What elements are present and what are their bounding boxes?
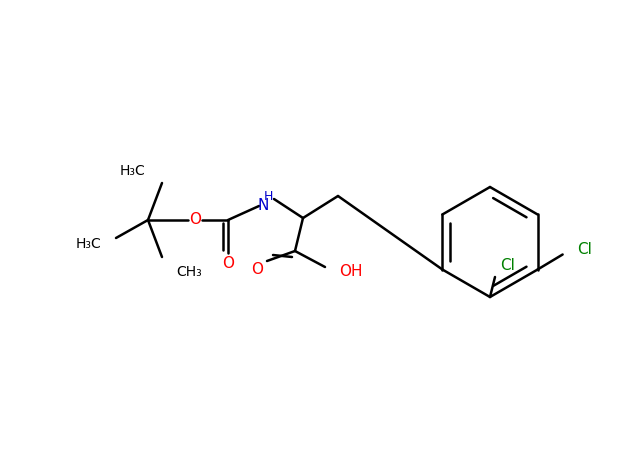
Text: H: H bbox=[263, 189, 273, 203]
Text: O: O bbox=[251, 262, 263, 277]
Text: H₃C: H₃C bbox=[75, 237, 101, 251]
Text: Cl: Cl bbox=[577, 242, 591, 257]
Text: O: O bbox=[222, 256, 234, 271]
Text: OH: OH bbox=[339, 265, 363, 280]
Text: Cl: Cl bbox=[500, 257, 515, 272]
Text: N: N bbox=[257, 197, 269, 212]
Text: O: O bbox=[189, 212, 201, 227]
Text: CH₃: CH₃ bbox=[176, 265, 202, 279]
Text: H₃C: H₃C bbox=[119, 164, 145, 178]
